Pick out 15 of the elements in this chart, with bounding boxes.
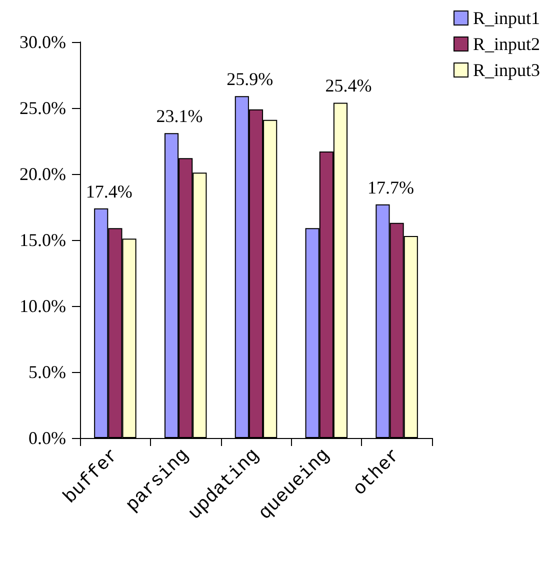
data-label: 17.7% [367, 177, 414, 198]
data-label: 17.4% [86, 181, 132, 202]
y-tick-label: 20.0% [20, 164, 66, 184]
y-tick-label: 5.0% [28, 362, 66, 382]
y-tick-label: 10.0% [20, 296, 66, 316]
y-tick-label: 30.0% [20, 32, 66, 52]
data-label: 23.1% [156, 106, 203, 126]
legend-label: R_input1 [472, 8, 540, 28]
legend-label: R_input2 [472, 34, 540, 54]
y-tick-label: 25.0% [20, 98, 66, 118]
legend-label: R_input3 [472, 60, 540, 80]
y-tick-label: 0.0% [28, 428, 66, 448]
data-label: 25.4% [325, 76, 372, 96]
data-label: 25.9% [226, 69, 274, 90]
y-tick-label: 15.0% [20, 230, 66, 250]
